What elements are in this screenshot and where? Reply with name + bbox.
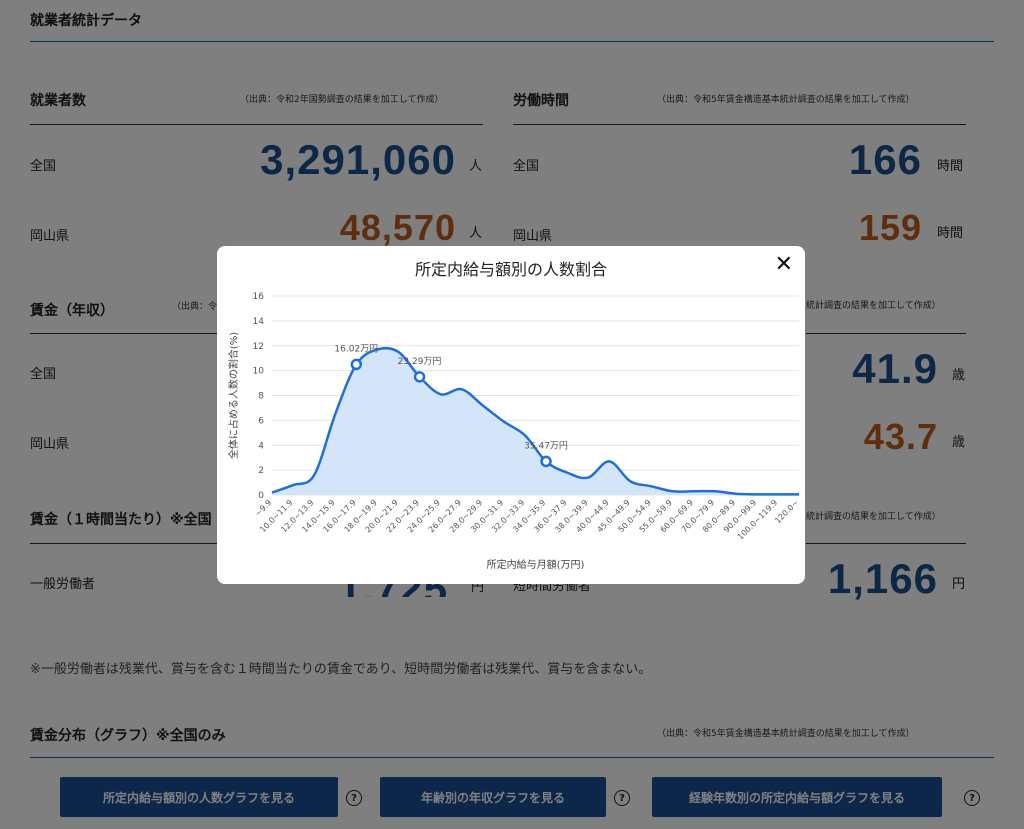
series-area <box>272 348 799 495</box>
annotation-marker <box>413 371 426 383</box>
y-tick-label: 12 <box>253 342 264 352</box>
annotation-label: 35.47万円 <box>524 440 568 451</box>
annotation-marker <box>540 455 552 468</box>
chart-modal: 所定内給与額別の人数割合 ✕ 0 2 4 6 8 10 12 14 16 ~9.9 10.0~11.… <box>217 246 805 584</box>
y-tick-label: 6 <box>258 416 264 426</box>
y-tick-label: 4 <box>258 441 264 451</box>
y-tick-label: 16 <box>253 292 265 302</box>
modal-title: 所定内給与額別の人数割合 <box>414 260 607 279</box>
y-tick-label: 14 <box>253 317 265 327</box>
y-tick-label: 8 <box>258 392 264 402</box>
annotation-marker <box>350 358 363 371</box>
y-tick-label: 0 <box>258 491 264 501</box>
salary-distribution-chart: 0246810121416~9.910.0~11.912.0~13.914.0~… <box>227 292 800 571</box>
y-tick-label: 2 <box>258 466 264 476</box>
y-tick-label: 10 <box>253 367 265 377</box>
close-icon[interactable]: ✕ <box>774 252 793 277</box>
annotation-label: 23.29万円 <box>398 356 442 367</box>
annotation-label: 16.02万円 <box>334 343 378 354</box>
x-tick-label: 120.0~ <box>773 498 800 525</box>
y-axis-label: 全体に占める人数の割合(%) <box>227 332 240 459</box>
x-axis-label: 所定内給与月額(万円) <box>487 558 585 571</box>
